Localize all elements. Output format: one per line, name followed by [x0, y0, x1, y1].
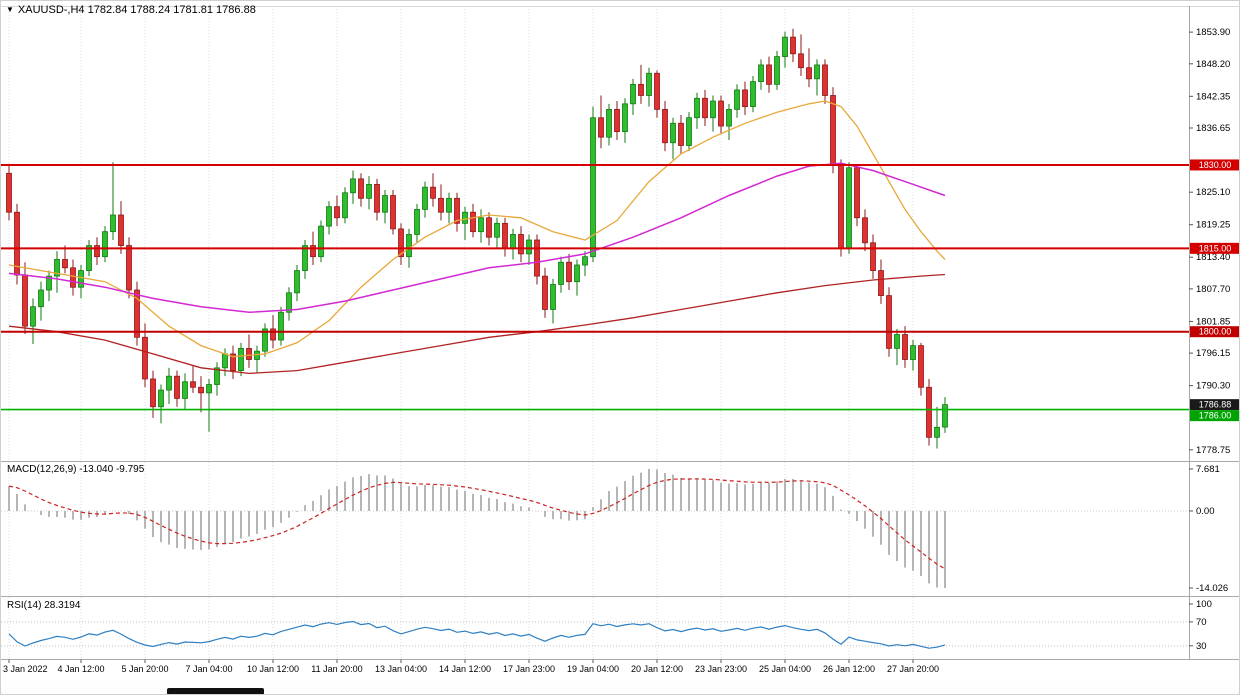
price-tick: 1825.10: [1196, 187, 1230, 198]
time-axis-label: 7 Jan 04:00: [185, 664, 232, 674]
time-axis-label: 27 Jan 20:00: [887, 664, 939, 674]
time-axis[interactable]: 3 Jan 2022 4 Jan 12:00 5 Jan 20:00 7 Jan 04…: [3, 659, 939, 675]
candles-layer: [6, 28, 948, 449]
price-tick: 1853.90: [1196, 27, 1230, 38]
macd-tick: 0.00: [1196, 506, 1215, 517]
time-axis-label: 10 Jan 12:00: [247, 664, 299, 674]
price-badge: [1190, 159, 1239, 171]
price-tick: 1842.35: [1196, 91, 1230, 102]
ma-mid-magenta: [8, 162, 946, 314]
price-tick: 1778.75: [1196, 445, 1230, 456]
time-axis-label: 3 Jan 2022: [3, 664, 48, 674]
price-badge-text: 1830.00: [1199, 160, 1232, 170]
time-axis-label: 23 Jan 23:00: [695, 664, 747, 674]
price-tick: 1807.70: [1196, 284, 1230, 295]
price-tick: 1836.65: [1196, 123, 1230, 134]
bottom-scrollbar: [1, 687, 1239, 694]
time-axis-label: 4 Jan 12:00: [57, 664, 104, 674]
price-tick: 1813.40: [1196, 252, 1230, 263]
price-tick: 1796.15: [1196, 348, 1230, 359]
time-axis-label: 5 Jan 20:00: [121, 664, 168, 674]
rsi-indicator-label: RSI(14) 28.3194: [7, 600, 81, 611]
price-badge-text: 1800.00: [1199, 327, 1232, 337]
time-axis-label: 25 Jan 04:00: [759, 664, 811, 674]
price-tick: 1790.30: [1196, 381, 1230, 392]
price-tick: 1801.85: [1196, 316, 1230, 327]
ma-slow-darkred: [8, 273, 946, 375]
price-badge-text: 1786.88: [1199, 400, 1232, 410]
time-axis-label: 14 Jan 12:00: [439, 664, 491, 674]
price-badge-text: 1815.00: [1199, 243, 1232, 253]
chart-title-bar: ▼ XAUUSD-,H4 1782.84 1788.24 1781.81 178…: [6, 4, 256, 16]
time-axis-label: 19 Jan 04:00: [567, 664, 619, 674]
price-tick: 1819.25: [1196, 220, 1230, 231]
price-badge: [1190, 326, 1239, 338]
ma-fast-orange: [8, 100, 946, 358]
price-axis[interactable]: 1853.90 1848.20 1842.35 1836.65 1825.10 1819.…: [1189, 27, 1240, 456]
rsi-line: [8, 620, 946, 649]
time-axis-label: 13 Jan 04:00: [375, 664, 427, 674]
macd-indicator-label: MACD(12,26,9) -13.040 -9.795: [7, 464, 145, 475]
price-tick: 1848.20: [1196, 59, 1230, 70]
time-axis-label: 20 Jan 12:00: [631, 664, 683, 674]
price-badge: [1190, 399, 1239, 411]
macd-tick: 7.681: [1196, 464, 1220, 475]
rsi-tick: 100: [1196, 599, 1212, 610]
scrollbar-thumb[interactable]: [167, 688, 264, 694]
macd-signal-line: [8, 478, 946, 570]
rsi-tick: 30: [1196, 641, 1207, 652]
price-badge-text: 1786.00: [1199, 411, 1232, 421]
price-badge: [1190, 410, 1239, 422]
time-axis-label: 11 Jan 20:00: [311, 664, 362, 674]
symbol-ohlc-label: XAUUSD-,H4 1782.84 1788.24 1781.81 1786.…: [17, 4, 256, 16]
macd-tick: -14.026: [1196, 583, 1228, 594]
symbol-dropdown-icon[interactable]: ▼: [6, 5, 14, 14]
time-axis-label: 26 Jan 12:00: [823, 664, 875, 674]
macd-histogram: [8, 468, 946, 589]
rsi-tick: 70: [1196, 617, 1207, 628]
price-badge: [1190, 242, 1239, 254]
time-axis-label: 17 Jan 23:00: [503, 664, 555, 674]
